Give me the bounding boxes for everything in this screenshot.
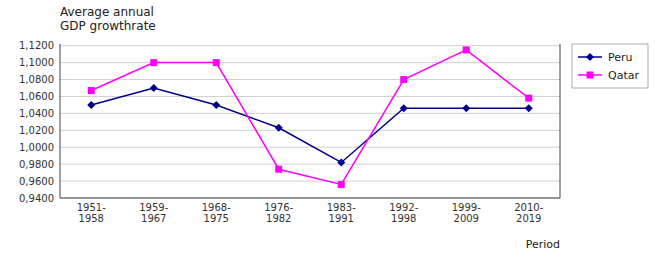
point-marker	[87, 101, 95, 109]
text-line: 2019	[516, 213, 541, 224]
y-axis-line	[60, 44, 61, 198]
x-tick-label: 1992-1998	[389, 202, 418, 224]
text-line: 1975	[204, 213, 229, 224]
chart-svg: Average annualGDP growthrate 0,9400 0,9600…	[0, 0, 657, 260]
point-marker	[213, 59, 220, 66]
grid-line	[60, 45, 560, 46]
text-line: 1959-	[139, 202, 168, 213]
grid-line	[60, 198, 560, 199]
legend-marker	[586, 53, 594, 61]
y-axis-line-right	[560, 44, 561, 198]
y-tick-label: 1,0800	[19, 74, 54, 85]
grid-line	[60, 181, 560, 182]
text-line: 2009	[454, 213, 479, 224]
text-line: 1992-	[389, 202, 418, 213]
point-marker	[337, 158, 345, 166]
y-tick-label: 1,0200	[19, 125, 54, 136]
chart-title: Average annualGDP growthrate	[60, 5, 156, 33]
point-marker	[463, 46, 470, 53]
point-marker	[462, 104, 470, 112]
point-marker	[150, 84, 158, 92]
y-tick-label: 0,9600	[19, 176, 54, 187]
y-tick-label: 0,9400	[19, 193, 54, 204]
y-tick-label: 0,9800	[19, 159, 54, 170]
y-tick-label: 1,0600	[19, 91, 54, 102]
point-marker	[338, 181, 345, 188]
text-line: Average annual	[60, 5, 154, 19]
grid-line	[60, 164, 560, 165]
grid-line	[60, 130, 560, 131]
point-marker	[88, 87, 95, 94]
legend-label: Peru	[608, 51, 633, 64]
text-line: 1982	[266, 213, 291, 224]
legend-label: Qatar	[608, 69, 639, 82]
point-marker	[400, 76, 407, 83]
y-tick-label: 1,1200	[19, 40, 54, 51]
text-line: 1998	[391, 213, 416, 224]
y-tick-label: 1,1000	[19, 57, 54, 68]
text-line: 1951-	[77, 202, 106, 213]
grid-line	[60, 79, 560, 80]
x-axis-label: Period	[526, 238, 560, 251]
grid	[60, 46, 560, 198]
x-tick-label: 1976-1982	[264, 202, 293, 224]
point-marker	[275, 124, 283, 132]
series-line	[91, 50, 529, 185]
x-tick-label: 1968-1975	[202, 202, 231, 224]
y-tick-label: 1,0000	[19, 142, 54, 153]
y-tick-label: 1,0400	[19, 108, 54, 119]
point-marker	[525, 104, 533, 112]
x-axis-line	[60, 198, 560, 199]
point-marker	[400, 104, 408, 112]
legend: Peru Qatar	[572, 44, 648, 88]
x-tick-label: 2010-2019	[514, 202, 543, 224]
x-tick-label: 1959-1967	[139, 202, 168, 224]
text-line: 1991	[329, 213, 354, 224]
text-line: 1983-	[327, 202, 356, 213]
grid-line	[60, 96, 560, 97]
series-line	[91, 88, 529, 162]
point-marker	[212, 101, 220, 109]
chart-container: Average annualGDP growthrate 0,9400 0,9600…	[0, 0, 657, 260]
x-tick-label: 1999-2009	[452, 202, 481, 224]
text-line: GDP growthrate	[60, 19, 156, 33]
text-line: 1967	[141, 213, 166, 224]
text-line: 1999-	[452, 202, 481, 213]
x-tick-label: 1951-1958	[77, 202, 106, 224]
data-layer	[87, 46, 533, 188]
point-marker	[150, 59, 157, 66]
grid-line	[60, 147, 560, 148]
text-line: 1958	[79, 213, 104, 224]
x-tick-label: 1983-1991	[327, 202, 356, 224]
legend-marker	[587, 72, 594, 79]
point-marker	[525, 95, 532, 102]
legend-frame	[572, 44, 648, 88]
point-marker	[275, 166, 282, 173]
grid-line	[60, 62, 560, 63]
text-line: 1976-	[264, 202, 293, 213]
text-line: 2010-	[514, 202, 543, 213]
grid-line	[60, 113, 560, 114]
text-line: 1968-	[202, 202, 231, 213]
